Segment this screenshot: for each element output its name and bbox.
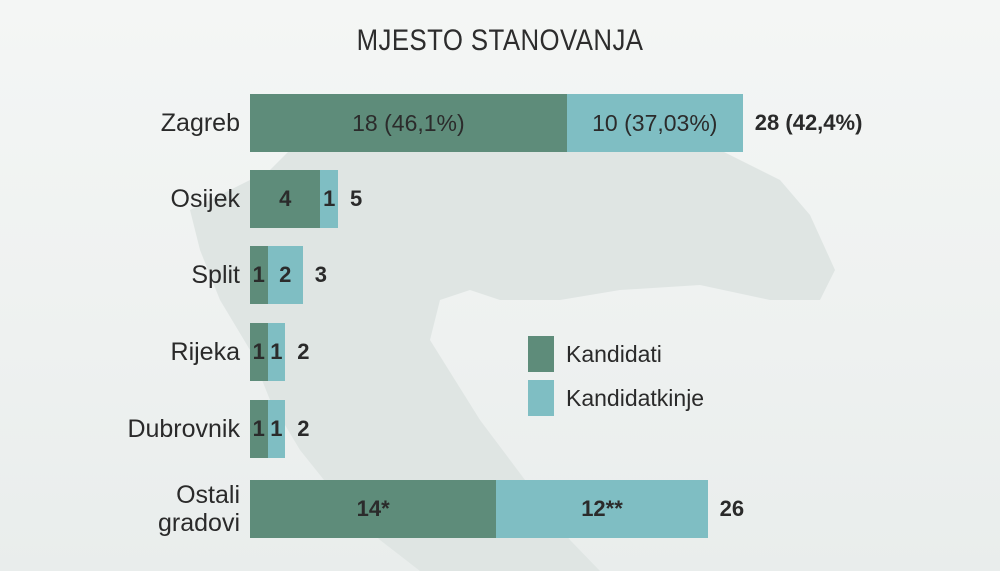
- legend-item-kandidati: Kandidati: [528, 336, 704, 372]
- category-label: Split: [191, 261, 240, 289]
- bar-segment-kandidatkinje: 10 (37,03%): [566, 94, 743, 152]
- category-label: Zagreb: [160, 109, 240, 137]
- bar-total-label: 28 (42,4%): [754, 110, 863, 135]
- bar-total-label: 26: [719, 496, 745, 521]
- bar-segment-kandidati: 18 (46,1%): [250, 94, 567, 152]
- bar-segment-kandidatkinje: 1: [267, 400, 286, 458]
- bar-segment-kandidati: 1: [250, 400, 268, 458]
- bar-total-label: 2: [297, 339, 310, 364]
- category-label: Dubrovnik: [127, 415, 240, 443]
- bar-segment-kandidati: 1: [250, 323, 268, 381]
- legend-item-kandidatkinje: Kandidatkinje: [528, 380, 704, 416]
- bar-total-label: 2: [297, 416, 310, 441]
- bar-row: Osijek 4 1 5: [0, 170, 1000, 228]
- bar-segment-kandidatkinje: 2: [267, 246, 303, 304]
- category-label: Osijek: [170, 185, 240, 213]
- bar-segment-kandidati: 4: [250, 170, 321, 228]
- bar-total-label: 5: [350, 186, 363, 211]
- legend: Kandidati Kandidatkinje: [528, 336, 704, 424]
- bar-row: Dubrovnik 1 1 2: [0, 400, 1000, 458]
- bar-segment-kandidatkinje: 1: [320, 170, 338, 228]
- bar-row: Zagreb 18 (46,1%) 10 (37,03%) 28 (42,4%): [0, 94, 1000, 152]
- category-label: Ostali gradovi: [158, 481, 240, 537]
- bar-row: Rijeka 1 1 2: [0, 323, 1000, 381]
- category-label: Rijeka: [170, 338, 240, 366]
- bar-row: Split 1 2 3: [0, 246, 1000, 304]
- bar-segment-kandidati: 14*: [250, 480, 497, 538]
- bar-segment-kandidatkinje: 1: [267, 323, 286, 381]
- legend-label-kandidatkinje: Kandidatkinje: [566, 384, 705, 411]
- legend-swatch-kandidatkinje: [528, 380, 554, 416]
- chart-title: MJESTO STANOVANJA: [356, 24, 644, 57]
- bar-row: Ostali gradovi 14* 12** 26: [0, 480, 1000, 538]
- legend-label-kandidati: Kandidati: [566, 340, 662, 367]
- bar-segment-kandidatkinje: 12**: [496, 480, 708, 538]
- bar-total-label: 3: [314, 262, 328, 287]
- legend-swatch-kandidati: [528, 336, 554, 372]
- bar-segment-kandidati: 1: [250, 246, 268, 304]
